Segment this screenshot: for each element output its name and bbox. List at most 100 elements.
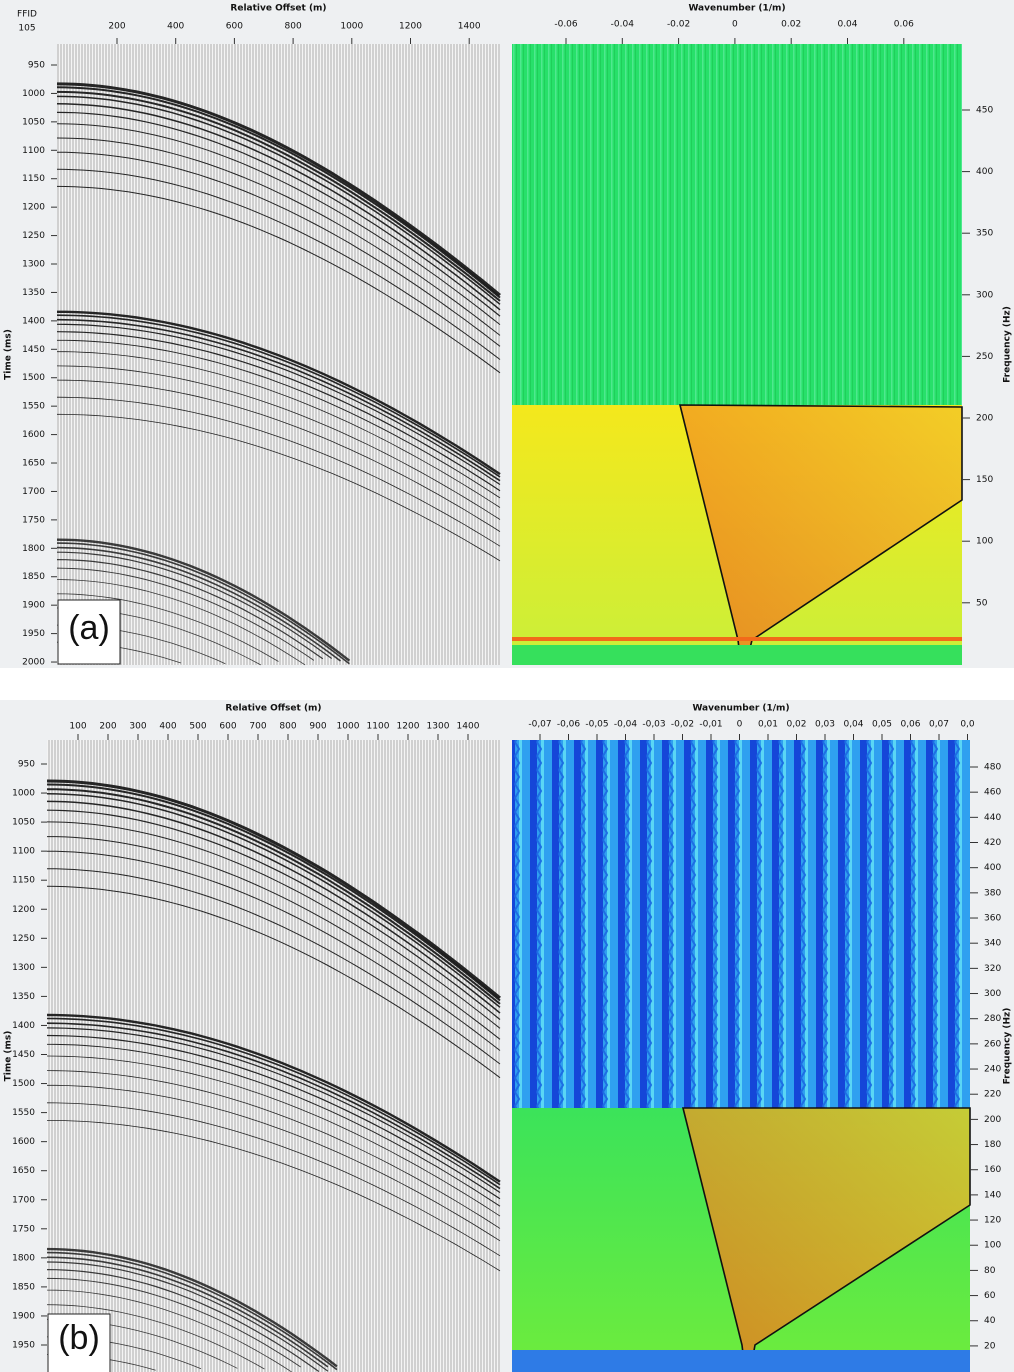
reflection: [56, 567, 315, 661]
y-tick-label: 1950: [12, 1341, 35, 1351]
x-tick-label: 200: [108, 22, 125, 32]
reflection: [56, 365, 501, 520]
y-tick-label: 350: [976, 229, 993, 239]
x-tick-label: -0.04: [611, 20, 635, 30]
y-tick-label: 40: [984, 1316, 996, 1326]
reflection: [46, 1289, 292, 1372]
reflection: [56, 538, 351, 662]
y-tick-label: 400: [984, 863, 1001, 873]
y-tick-label: 140: [984, 1190, 1001, 1200]
reflection: [46, 1247, 338, 1368]
reflection: [46, 783, 501, 1002]
x-tick-label: 0,0: [960, 720, 975, 730]
y-tick-label: 250: [976, 352, 993, 362]
x-tick-label: 0: [737, 720, 743, 730]
reflection: [46, 1102, 501, 1257]
reflection: [46, 1269, 320, 1372]
y-tick-label: 1650: [22, 459, 45, 469]
x-tick-label: 400: [167, 22, 184, 32]
y-tick-label: 1500: [12, 1079, 35, 1089]
x-tick-label: 600: [219, 722, 236, 732]
panel-label: (a): [68, 609, 110, 647]
fk-energy: [683, 1108, 970, 1362]
reflection: [56, 95, 501, 305]
y-tick-label: 1700: [22, 487, 45, 497]
reflection: [56, 314, 501, 478]
x-tick-label: 1000: [337, 722, 360, 732]
x-tick-label: 500: [189, 722, 206, 732]
header-line: FFID: [17, 10, 37, 20]
y-tick-label: 1750: [12, 1224, 35, 1234]
x-tick-label: 0,07: [929, 720, 949, 730]
reflection: [56, 123, 501, 325]
y-tick-label: 1500: [22, 373, 45, 383]
x-tick-label: 1300: [427, 722, 450, 732]
x-tick-label: 200: [99, 722, 116, 732]
reflection: [46, 779, 501, 1000]
x-tick-label: -0,04: [614, 720, 638, 730]
reflection: [46, 1043, 501, 1207]
y-tick-label: 1600: [22, 430, 45, 440]
x-tick-label: 800: [279, 722, 296, 732]
y-tick-label: 1450: [22, 345, 45, 355]
y-tick-label: 1400: [22, 316, 45, 326]
reflection: [46, 793, 501, 1008]
reflection: [56, 396, 501, 547]
y-tick-label: 1050: [12, 818, 35, 828]
reflection: [46, 850, 501, 1051]
y-tick-label: 50: [976, 598, 988, 608]
y-tick-label: 200: [976, 414, 993, 424]
x-tick-label: 0,04: [843, 720, 863, 730]
reflection: [56, 542, 350, 665]
y-tick-label: 240: [984, 1065, 1001, 1075]
y-tick-label: 260: [984, 1039, 1001, 1049]
reflection: [56, 90, 501, 302]
spectrum-x-title: Wavenumber (1/m): [692, 704, 789, 714]
y-tick-label: 1000: [12, 789, 35, 799]
y-tick-label: 2000: [22, 658, 45, 668]
x-tick-label: 600: [226, 22, 243, 32]
y-tick-label: 380: [984, 888, 1001, 898]
x-tick-label: -0.02: [667, 20, 690, 30]
x-tick-label: 0.06: [894, 20, 914, 30]
reflection: [46, 1017, 501, 1186]
y-tick-label: 300: [976, 290, 993, 300]
y-tick-label: 1850: [22, 572, 45, 582]
reflection: [46, 1070, 501, 1229]
x-tick-label: -0,03: [642, 720, 665, 730]
y-tick-label: 1300: [12, 963, 35, 973]
y-tick-label: 20: [984, 1341, 996, 1351]
y-tick-label: 1600: [12, 1137, 35, 1147]
reflection: [46, 885, 501, 1079]
x-tick-label: 700: [249, 722, 266, 732]
y-tick-label: 360: [984, 914, 1001, 924]
x-tick-label: 0,02: [786, 720, 806, 730]
x-tick-label: 100: [69, 722, 86, 732]
spectrum-upper: [512, 740, 970, 1108]
reflection: [47, 1120, 501, 1272]
y-tick-label: 950: [18, 760, 35, 770]
y-tick-label: 1550: [12, 1108, 35, 1118]
reflection: [57, 351, 501, 508]
reflection: [46, 1261, 329, 1372]
x-tick-label: 1400: [457, 722, 480, 732]
y-tick-label: 440: [984, 813, 1001, 823]
x-tick-label: 0.02: [781, 20, 801, 30]
x-axis-title: Relative Offset (m): [225, 704, 321, 714]
x-tick-label: 300: [129, 722, 146, 732]
y-tick-label: 400: [976, 167, 993, 177]
reflection: [46, 868, 501, 1065]
x-tick-label: -0.06: [554, 20, 578, 30]
reflection: [56, 413, 501, 562]
y-tick-label: 460: [984, 788, 1001, 798]
reflection: [46, 1013, 501, 1183]
reflection: [46, 809, 501, 1020]
x-tick-label: 400: [159, 722, 176, 732]
spectrum-y-title: Frequency (Hz): [1003, 1008, 1013, 1085]
spectrum-x-title: Wavenumber (1/m): [688, 4, 785, 14]
header-line: 105: [18, 24, 35, 34]
reflection: [46, 1251, 338, 1371]
y-axis-title: Time (ms): [4, 329, 14, 380]
reflection: [46, 800, 501, 1014]
reflection: [46, 821, 501, 1029]
